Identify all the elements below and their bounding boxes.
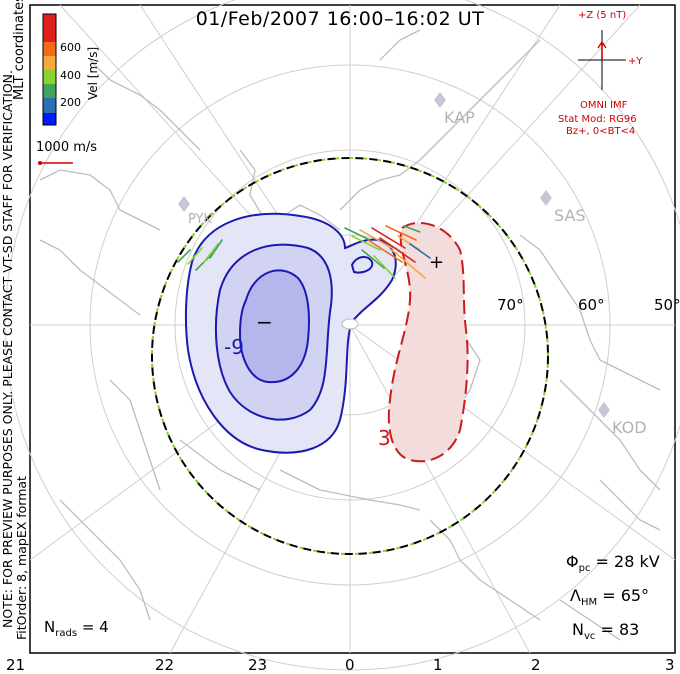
positive-contour-label: 3: [378, 426, 391, 450]
mlt-label: 3: [665, 656, 675, 674]
station-pyk-marker: [178, 196, 190, 212]
vector: [385, 225, 417, 241]
station-sas-marker: [540, 190, 552, 206]
vector: [203, 243, 219, 263]
vector: [373, 255, 396, 279]
potential-max-marker: +: [429, 252, 445, 273]
pole-marker: [341, 318, 359, 330]
vector: [351, 235, 381, 251]
negative-contour-label: -9: [224, 335, 244, 359]
vector-count: Nvc = 83: [572, 620, 639, 642]
nvc-sub: vc: [583, 631, 596, 643]
colorbar-tick-600: 600: [60, 41, 81, 54]
nvc-symbol: N: [572, 620, 584, 639]
lambda-symbol: Λ: [570, 586, 581, 605]
vector: [367, 239, 403, 263]
nrads-value: = 4: [81, 618, 109, 636]
imf-source: OMNI IMF: [580, 100, 628, 111]
phi-sub: pc: [578, 563, 591, 575]
mlt-label: 22: [155, 656, 175, 674]
radar-count: Nrads = 4: [44, 618, 109, 639]
vector: [371, 227, 406, 249]
vector: [361, 249, 385, 269]
lambda-sub: HM: [580, 597, 598, 609]
cross-polar-potential: Φpc = 28 kV: [566, 552, 660, 574]
vector: [391, 249, 426, 279]
station-kod-marker: [598, 402, 610, 418]
mlt-label: 2: [531, 656, 541, 674]
nrads-sub: rads: [55, 628, 78, 639]
station-markers: [178, 92, 610, 418]
mlt-label: 23: [248, 656, 268, 674]
velocity-vectors: [177, 225, 431, 279]
imf-model: Stat Mod: RG96: [558, 114, 637, 125]
positive-potential-cell: [387, 222, 469, 463]
imf-y-label: +Y: [628, 56, 643, 67]
vector: [187, 247, 203, 265]
nrads-symbol: N: [44, 618, 56, 636]
map-title: 01/Feb/2007 16:00–16:02 UT: [195, 8, 485, 30]
phi-symbol: Φ: [566, 552, 579, 571]
station-kap-marker: [434, 92, 446, 108]
vector: [403, 225, 421, 233]
colorbar-tick-200: 200: [60, 96, 81, 109]
mlt-label: 1: [433, 656, 443, 674]
vector: [344, 227, 371, 241]
station-label: KOD: [612, 418, 647, 437]
imf-condition: Bz+, 0<BT<4: [566, 126, 636, 137]
vector: [379, 237, 416, 263]
negative-potential-cell: [184, 212, 397, 454]
hm-latitude: ΛHM = 65°: [570, 586, 649, 608]
vector: [409, 243, 431, 259]
mlt-label: 21: [6, 656, 26, 674]
imf-z-label: +Z (5 nT): [578, 10, 627, 21]
ref-vector-dot: [38, 161, 42, 165]
ref-vector-label: 1000 m/s: [36, 140, 98, 155]
latitude-label: 70°: [497, 296, 524, 314]
station-label: KAP: [444, 108, 475, 127]
vector: [177, 249, 191, 263]
latitude-label: 50°: [654, 296, 680, 314]
station-label: SAS: [554, 206, 586, 225]
lambda-value: = 65°: [602, 586, 650, 605]
nvc-value: = 83: [600, 620, 640, 639]
fit-order-note: FitOrder: 8, mapEX format: [14, 476, 29, 640]
vector: [359, 229, 393, 249]
colorbar: [42, 13, 57, 126]
hm-boundary-vectors: [151, 157, 549, 555]
mlt-label: 0: [345, 656, 355, 674]
coastlines: [39, 29, 661, 641]
vector: [209, 239, 223, 259]
latitude-label: 60°: [578, 296, 605, 314]
colorbar-tick-400: 400: [60, 69, 81, 82]
preview-note: NOTE: FOR PREVIEW PURPOSES ONLY. PLEASE …: [0, 70, 15, 628]
phi-value: = 28 kV: [595, 552, 660, 571]
station-label: PYK: [188, 212, 213, 227]
imf-vector-head: [597, 40, 607, 49]
colorbar-label: Vel [m/s]: [86, 46, 100, 100]
potential-min-marker: −: [256, 310, 273, 334]
